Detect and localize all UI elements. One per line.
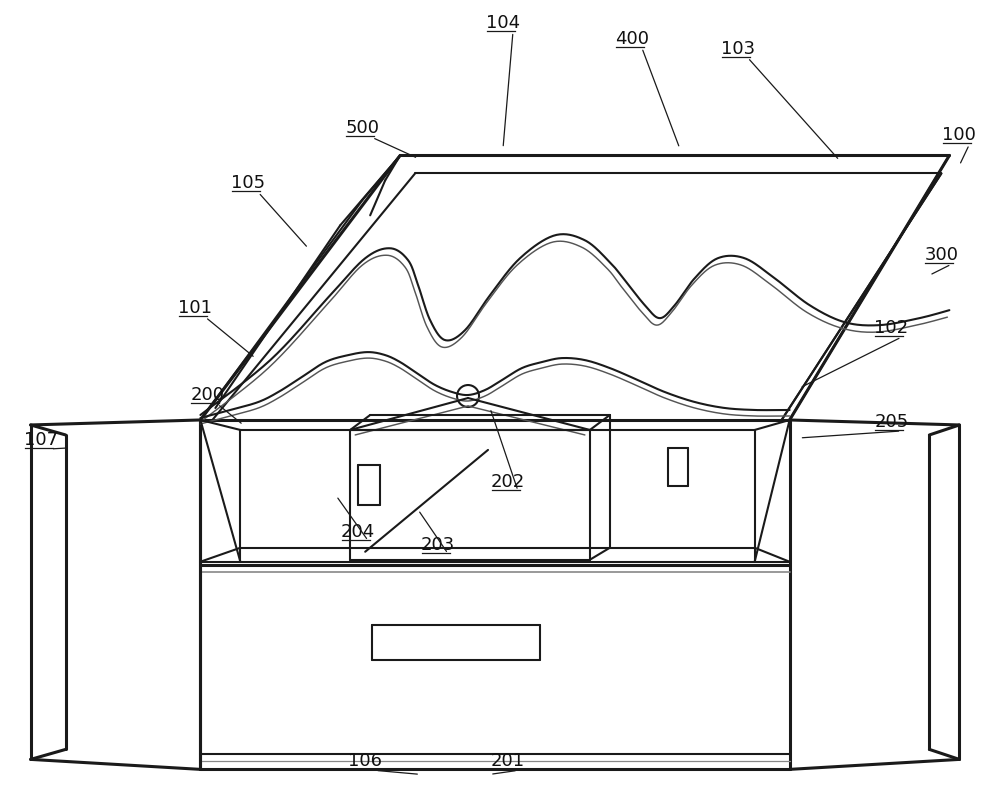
Text: 103: 103 (721, 40, 755, 58)
Text: 105: 105 (231, 174, 265, 193)
Text: 205: 205 (874, 413, 909, 431)
Text: 200: 200 (190, 386, 224, 404)
Text: 201: 201 (491, 752, 525, 770)
Text: 100: 100 (942, 126, 976, 144)
Text: 204: 204 (341, 522, 375, 541)
Text: 500: 500 (345, 119, 379, 138)
Text: 106: 106 (348, 752, 382, 770)
Text: 104: 104 (486, 14, 520, 32)
Text: 300: 300 (924, 246, 958, 264)
Text: 102: 102 (874, 319, 909, 337)
Text: 400: 400 (615, 30, 649, 48)
Text: 101: 101 (178, 299, 212, 318)
Text: 107: 107 (24, 431, 58, 449)
Text: 203: 203 (421, 535, 455, 554)
Text: 202: 202 (491, 473, 525, 491)
